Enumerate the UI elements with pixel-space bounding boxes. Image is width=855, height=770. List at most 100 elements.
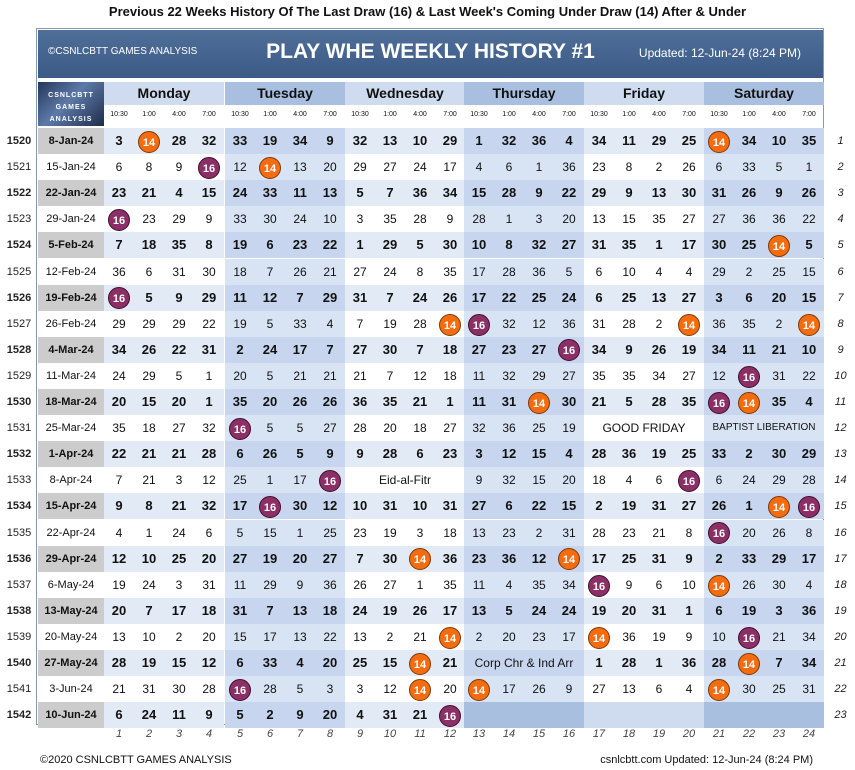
draw-cell: 35 xyxy=(801,133,817,148)
day-band xyxy=(225,128,345,155)
draw-cell: 19 xyxy=(562,421,576,436)
draw-cell: 5 xyxy=(296,421,304,436)
time-header: 4:00 xyxy=(532,111,546,118)
draw-cell: 31 xyxy=(592,316,606,331)
draw-cell: 6 xyxy=(655,577,663,592)
highlight-16: 16 xyxy=(798,495,820,518)
row-number: 7 xyxy=(837,291,844,304)
draw-cell: 30 xyxy=(202,264,216,279)
draw-cell: 36 xyxy=(562,316,576,331)
draw-cell: 10 xyxy=(712,629,726,644)
highlight-14: 14 xyxy=(409,652,431,675)
draw-cell: 35 xyxy=(621,237,637,253)
banner: ©CSNLCBTT GAMES ANALYSIS PLAY WHE WEEKLY… xyxy=(38,30,823,78)
row-date: 22-Apr-24 xyxy=(46,526,96,539)
day-band xyxy=(584,545,704,572)
draw-cell: 4 xyxy=(685,264,693,279)
draw-cell: 18 xyxy=(141,237,157,253)
draw-cell: 5 xyxy=(805,237,813,253)
draw-cell: 16 xyxy=(315,467,345,493)
day-band xyxy=(584,128,704,155)
draw-cell: 27 xyxy=(471,498,487,514)
draw-cell: 7 xyxy=(115,237,123,253)
row-date: 8-Jan-24 xyxy=(38,128,104,155)
column-number: 12 xyxy=(443,728,457,740)
banner-updated: Updated: 12-Jun-24 (8:24 PM) xyxy=(638,46,801,60)
draw-cell: 14 xyxy=(734,389,764,415)
day-band xyxy=(225,597,345,624)
draw-cell: 36 xyxy=(562,160,576,175)
draw-cell: 27 xyxy=(712,212,726,227)
logo: CSNLCBTT GAMES ANALYSIS xyxy=(38,82,104,126)
draw-cell: 20 xyxy=(502,629,516,644)
day-band xyxy=(464,128,584,155)
row-draw-id: 1524 xyxy=(6,239,32,252)
row-number: 11 xyxy=(834,396,847,408)
day-band xyxy=(225,441,345,468)
draw-cell: 21 xyxy=(323,368,337,383)
draw-cell: 9 xyxy=(356,446,364,462)
draw-cell: 9 xyxy=(115,498,123,514)
draw-cell: 35 xyxy=(681,394,697,409)
draw-cell: 16 xyxy=(554,337,584,363)
draw-cell: 15 xyxy=(801,289,817,305)
draw-cell: 20 xyxy=(443,682,457,697)
page-title: Previous 22 Weeks History Of The Last Dr… xyxy=(108,4,747,19)
draw-cell: 34 xyxy=(591,341,607,357)
draw-cell: 12 xyxy=(501,446,517,462)
draw-cell: 10 xyxy=(142,629,156,644)
draw-cell: 31 xyxy=(382,498,398,514)
row-draw-id: 1539 xyxy=(6,630,32,643)
draw-cell: 26 xyxy=(353,577,367,592)
draw-cell: 11 xyxy=(233,577,247,592)
draw-cell: 17 xyxy=(293,473,307,488)
draw-cell: 11 xyxy=(622,133,636,148)
draw-cell: 25 xyxy=(352,655,368,670)
draw-cell: 35 xyxy=(592,368,606,383)
row-draw-id: 1534 xyxy=(6,500,32,513)
draw-cell: 36 xyxy=(772,212,786,227)
draw-cell: 22 xyxy=(501,289,517,305)
draw-cell: 26 xyxy=(801,185,817,201)
draw-cell: 28 xyxy=(592,525,606,540)
draw-cell: 19 xyxy=(112,577,126,592)
draw-cell: 12 xyxy=(532,316,546,331)
draw-cell: 7 xyxy=(386,289,394,305)
draw-cell: 21 xyxy=(412,394,428,409)
draw-cell: 36 xyxy=(112,264,126,279)
row-draw-id: 1540 xyxy=(6,657,32,669)
highlight-14: 14 xyxy=(468,678,490,701)
draw-cell: 17 xyxy=(801,550,817,566)
row-date: 25-Mar-24 xyxy=(45,422,97,435)
highlight-14: 14 xyxy=(798,313,820,336)
row-number: 8 xyxy=(837,317,844,330)
draw-cell: 18 xyxy=(201,602,217,618)
draw-cell: 29 xyxy=(172,316,186,331)
row-draw-id: 1527 xyxy=(6,317,32,330)
draw-cell: 8 xyxy=(416,264,424,279)
draw-cell: 19 xyxy=(591,602,607,618)
draw-cell: 13 xyxy=(622,682,636,697)
day-band xyxy=(104,676,224,703)
time-header: 1:00 xyxy=(622,111,636,118)
row-number: 21 xyxy=(834,657,847,669)
draw-cell: 8 xyxy=(685,525,693,540)
day-band xyxy=(104,180,224,207)
row-date: 10-Jun-24 xyxy=(38,702,104,729)
day-band xyxy=(704,336,824,363)
empty-band xyxy=(584,702,704,729)
draw-cell: 34 xyxy=(562,577,576,592)
draw-cell: 7 xyxy=(356,316,364,331)
draw-cell: 27 xyxy=(323,421,337,436)
row-date: 22-Jan-24 xyxy=(38,180,104,207)
draw-cell: 3 xyxy=(775,602,783,618)
column-number: 16 xyxy=(562,728,576,740)
draw-cell: 34 xyxy=(442,185,458,201)
row-date: 27-May-24 xyxy=(38,650,104,677)
day-band xyxy=(104,441,224,468)
draw-cell: 31 xyxy=(232,602,248,618)
draw-cell: 27 xyxy=(592,682,606,697)
draw-cell: 4 xyxy=(475,160,483,175)
draw-cell: 25 xyxy=(171,550,187,566)
draw-cell: 9 xyxy=(446,212,454,227)
